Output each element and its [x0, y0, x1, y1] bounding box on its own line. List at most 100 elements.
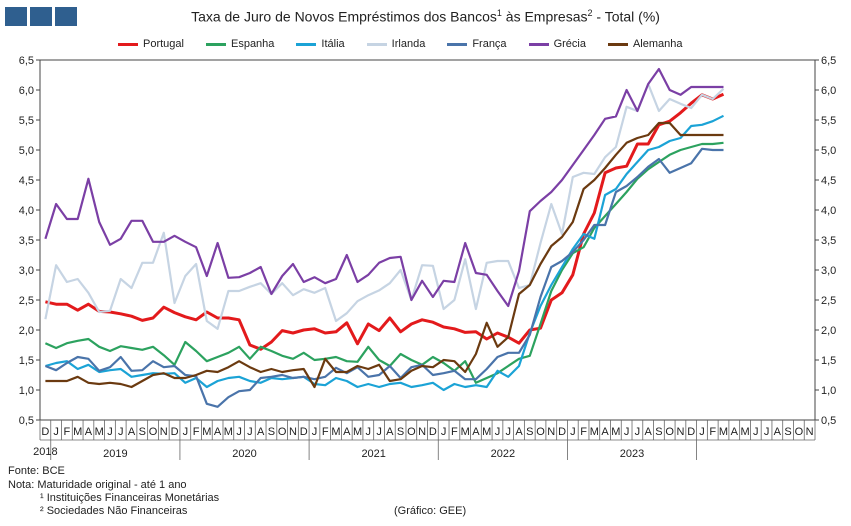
y-tick-label-right: 1,5 [821, 355, 836, 367]
month-label: J [118, 426, 124, 438]
legend-label: França [472, 38, 507, 50]
month-label: F [580, 426, 587, 438]
legend-item: França [447, 38, 507, 50]
month-label: J [764, 426, 770, 438]
month-label: A [128, 426, 136, 438]
legend-swatch [205, 42, 226, 46]
month-label: M [73, 426, 82, 438]
month-label: F [64, 426, 71, 438]
month-label: A [515, 426, 523, 438]
month-label: A [644, 426, 652, 438]
month-label: M [611, 426, 620, 438]
year-label: 2019 [103, 448, 127, 460]
month-label: A [257, 426, 265, 438]
month-label: D [171, 426, 179, 438]
legend-swatch [528, 42, 549, 46]
month-label: S [784, 426, 791, 438]
y-tick-label-left: 1,0 [19, 385, 34, 397]
footnote-1: ¹ Instituições Financeiras Monetárias [40, 492, 220, 504]
series-line-grécia [44, 67, 724, 308]
month-label: S [139, 426, 146, 438]
month-label: M [740, 426, 749, 438]
legend-label: Grécia [553, 38, 586, 50]
month-label: J [312, 426, 318, 438]
month-label: S [268, 426, 275, 438]
month-label: J [53, 426, 59, 438]
y-tick-label-right: 2,5 [821, 295, 836, 307]
month-label: O [665, 426, 674, 438]
month-label: O [407, 426, 416, 438]
month-label: M [353, 426, 362, 438]
y-tick-label-left: 3,5 [19, 235, 34, 247]
y-tick-label-left: 6,0 [19, 85, 34, 97]
footnote-2: ² Sociedades Não Financeiras [40, 505, 188, 517]
month-label: A [472, 426, 480, 438]
chart-legend: Portugal Espanha Itália Irlanda França Grécia… [118, 38, 705, 50]
y-tick-label-right: 0,5 [821, 415, 836, 427]
month-label: S [397, 426, 404, 438]
legend-swatch [607, 42, 628, 46]
month-label: J [635, 426, 641, 438]
y-tick-label-right: 5,0 [821, 145, 836, 157]
y-tick-label-right: 4,0 [821, 205, 836, 217]
month-label: A [731, 426, 739, 438]
month-label: N [547, 426, 555, 438]
month-label: A [386, 426, 394, 438]
legend-label: Portugal [143, 38, 184, 50]
month-label: M [719, 426, 728, 438]
month-label: J [376, 426, 382, 438]
month-label: O [536, 426, 545, 438]
month-label: F [193, 426, 200, 438]
logo-block [5, 7, 27, 26]
y-tick-label-left: 3,0 [19, 265, 34, 277]
month-label: O [795, 426, 804, 438]
y-tick-label-left: 1,5 [19, 355, 34, 367]
month-label: A [214, 426, 222, 438]
y-tick-label-left: 5,0 [19, 145, 34, 157]
month-label: N [160, 426, 168, 438]
month-label: N [676, 426, 684, 438]
gee-logo [5, 7, 77, 26]
month-label: A [601, 426, 609, 438]
month-label: S [526, 426, 533, 438]
y-tick-label-left: 2,5 [19, 295, 34, 307]
year-label: 2023 [620, 448, 644, 460]
y-tick-label-right: 1,0 [821, 385, 836, 397]
legend-label: Alemanha [632, 38, 683, 50]
month-label: J [624, 426, 630, 438]
month-label: A [85, 426, 93, 438]
month-label: J [236, 426, 242, 438]
y-tick-label-left: 4,5 [19, 175, 34, 187]
year-label: 2020 [232, 448, 256, 460]
legend-label: Itália [321, 38, 345, 50]
month-label: N [289, 426, 297, 438]
legend-item: Irlanda [366, 38, 425, 50]
series-line-portugal [45, 92, 725, 351]
y-tick-label-left: 6,5 [19, 55, 34, 67]
y-tick-label-right: 6,5 [821, 55, 836, 67]
legend-item: Alemanha [607, 38, 683, 50]
month-label: J [505, 426, 511, 438]
source-note: Fonte: BCE [8, 465, 65, 477]
month-label: J [107, 426, 113, 438]
y-tick-label-left: 4,0 [19, 205, 34, 217]
chart-title: Taxa de Juro de Novos Empréstimos dos Ba… [191, 8, 660, 25]
month-label: J [247, 426, 253, 438]
month-label: D [429, 426, 437, 438]
legend-item: Grécia [528, 38, 586, 50]
month-label: D [558, 426, 566, 438]
month-label: M [95, 426, 104, 438]
month-label: M [331, 426, 340, 438]
month-label: A [774, 426, 782, 438]
month-label: M [482, 426, 491, 438]
legend-swatch [118, 42, 138, 46]
legend-swatch [366, 42, 387, 46]
month-label: N [418, 426, 426, 438]
month-label: J [183, 426, 189, 438]
y-tick-label-right: 5,5 [821, 115, 836, 127]
year-label: 2018 [33, 446, 57, 458]
month-label: O [149, 426, 158, 438]
month-label: J [366, 426, 372, 438]
month-label: F [322, 426, 329, 438]
